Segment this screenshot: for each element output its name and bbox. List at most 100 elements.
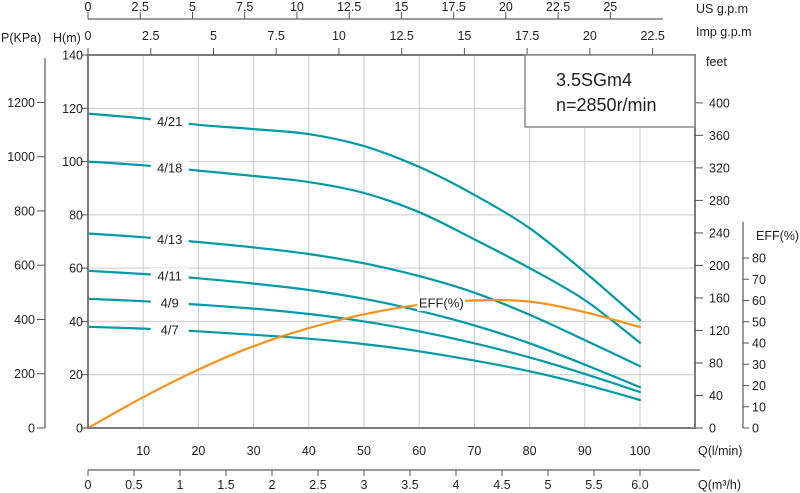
p-kpa-tick-label: 0	[28, 422, 35, 436]
q-lmin-tick-label: 30	[247, 444, 261, 458]
curve-label-gap	[150, 159, 189, 176]
p-kpa-tick-label: 200	[14, 367, 35, 381]
h-m-tick-label: 60	[69, 262, 83, 276]
q-m3h-tick-label: 0	[85, 478, 92, 492]
feet-tick-label: 320	[709, 161, 730, 175]
q-m3h-tick-label: 6.0	[631, 478, 648, 492]
h-m-tick-label: 20	[69, 368, 83, 382]
imp-gpm-tick-label: 0	[85, 29, 92, 43]
q-lmin-tick-label: 80	[523, 444, 537, 458]
q-m3h-tick-label: 5	[545, 478, 552, 492]
q-lmin-tick-label: 60	[412, 444, 426, 458]
feet-tick-label: 240	[709, 226, 730, 240]
curve-label-gap	[150, 321, 189, 338]
us-gpm-tick-label: 22.5	[546, 0, 570, 14]
eff-tick-label: 10	[752, 400, 766, 414]
p-kpa-tick-label: 400	[14, 313, 35, 327]
curve-label: EFF(%)	[419, 296, 464, 311]
feet-tick-label: 40	[709, 389, 723, 403]
imp-gpm-axis-title: Imp g.p.m	[696, 25, 752, 39]
q-lmin-tick-label: 50	[357, 444, 371, 458]
us-gpm-tick-label: 15	[394, 0, 408, 14]
us-gpm-tick-label: 2.5	[132, 0, 149, 14]
feet-tick-label: 160	[709, 291, 730, 305]
us-gpm-tick-label: 20	[499, 0, 513, 14]
imp-gpm-tick-label: 10	[332, 29, 346, 43]
q-m3h-axis-title: Q(m³/h)	[698, 478, 741, 492]
curve-label: 4/18	[157, 160, 182, 175]
q-m3h-tick-label: 3.5	[401, 478, 418, 492]
curve-label: 4/7	[161, 322, 179, 337]
p-kpa-tick-label: 1000	[7, 150, 35, 164]
q-lmin-tick-label: 70	[467, 444, 481, 458]
curve-label: 4/21	[157, 114, 182, 129]
efficiency-curve	[86, 299, 642, 430]
imp-gpm-tick-label: 12.5	[390, 29, 414, 43]
pump-speed-label: n=2850r/min	[556, 95, 657, 115]
q-lmin-tick-label: 20	[191, 444, 205, 458]
h-m-tick-label: 0	[76, 422, 83, 436]
p-kpa-tick-label: 800	[14, 204, 35, 218]
curve-label-gap	[150, 268, 189, 285]
us-gpm-tick-label: 17.5	[441, 0, 465, 14]
q-m3h-tick-label: 4.5	[493, 478, 510, 492]
p-kpa-tick-label: 600	[14, 259, 35, 273]
feet-axis-title: feet	[706, 55, 727, 69]
us-gpm-axis-title: US g.p.m	[696, 2, 748, 16]
curve-label-gap	[150, 231, 189, 248]
us-gpm-tick-label: 10	[290, 0, 304, 14]
feet-tick-label: 360	[709, 129, 730, 143]
q-m3h-tick-label: 3	[361, 478, 368, 492]
imp-gpm-tick-label: 2.5	[142, 29, 159, 43]
eff-tick-label: 60	[752, 294, 766, 308]
us-gpm-tick-label: 7.5	[236, 0, 253, 14]
q-m3h-tick-label: 4	[453, 478, 460, 492]
curve-label-gap	[150, 113, 189, 130]
imp-gpm-tick-label: 15	[457, 29, 471, 43]
feet-tick-label: 280	[709, 194, 730, 208]
q-m3h-tick-label: 1	[177, 478, 184, 492]
h-axis-title: H(m)	[53, 31, 81, 45]
h-m-tick-label: 140	[62, 49, 83, 63]
q-m3h-tick-label: 1.5	[217, 478, 234, 492]
q-lmin-tick-label: 10	[136, 444, 150, 458]
imp-gpm-tick-label: 7.5	[268, 29, 285, 43]
eff-axis-title: EFF(%)	[756, 229, 799, 243]
eff-tick-label: 70	[752, 273, 766, 287]
feet-tick-label: 80	[709, 356, 723, 370]
q-lmin-axis-title: Q(l/min)	[698, 444, 742, 458]
q-m3h-tick-label: 0.5	[125, 478, 142, 492]
eff-tick-label: 0	[752, 422, 759, 436]
eff-tick-label: 40	[752, 337, 766, 351]
q-m3h-tick-label: 5.5	[585, 478, 602, 492]
us-gpm-tick-label: 5	[189, 0, 196, 14]
q-m3h-tick-label: 2	[269, 478, 276, 492]
eff-tick-label: 50	[752, 315, 766, 329]
plot-border	[87, 54, 696, 429]
feet-tick-label: 120	[709, 324, 730, 338]
imp-gpm-tick-label: 20	[583, 29, 597, 43]
us-gpm-tick-label: 0	[85, 0, 92, 14]
p-axis-title: P(KPa)	[1, 31, 41, 45]
imp-gpm-tick-label: 5	[210, 29, 217, 43]
curve-label-gap	[150, 294, 189, 311]
h-m-tick-label: 80	[69, 208, 83, 222]
feet-tick-label: 0	[709, 422, 716, 436]
p-kpa-tick-label: 1200	[7, 96, 35, 110]
feet-tick-label: 200	[709, 259, 730, 273]
title-box: 3.5SGm4 n=2850r/min	[524, 54, 696, 128]
eff-tick-label: 30	[752, 358, 766, 372]
eff-tick-label: 20	[752, 379, 766, 393]
curve-label-gap	[417, 295, 466, 312]
h-m-tick-label: 120	[62, 102, 83, 116]
title-box-frame	[524, 54, 696, 128]
pump-model-label: 3.5SGm4	[556, 70, 632, 90]
imp-gpm-tick-label: 17.5	[515, 29, 539, 43]
eff-tick-label: 80	[752, 252, 766, 266]
q-lmin-tick-label: 90	[578, 444, 592, 458]
q-lmin-tick-label: 40	[302, 444, 316, 458]
h-m-tick-label: 40	[69, 315, 83, 329]
